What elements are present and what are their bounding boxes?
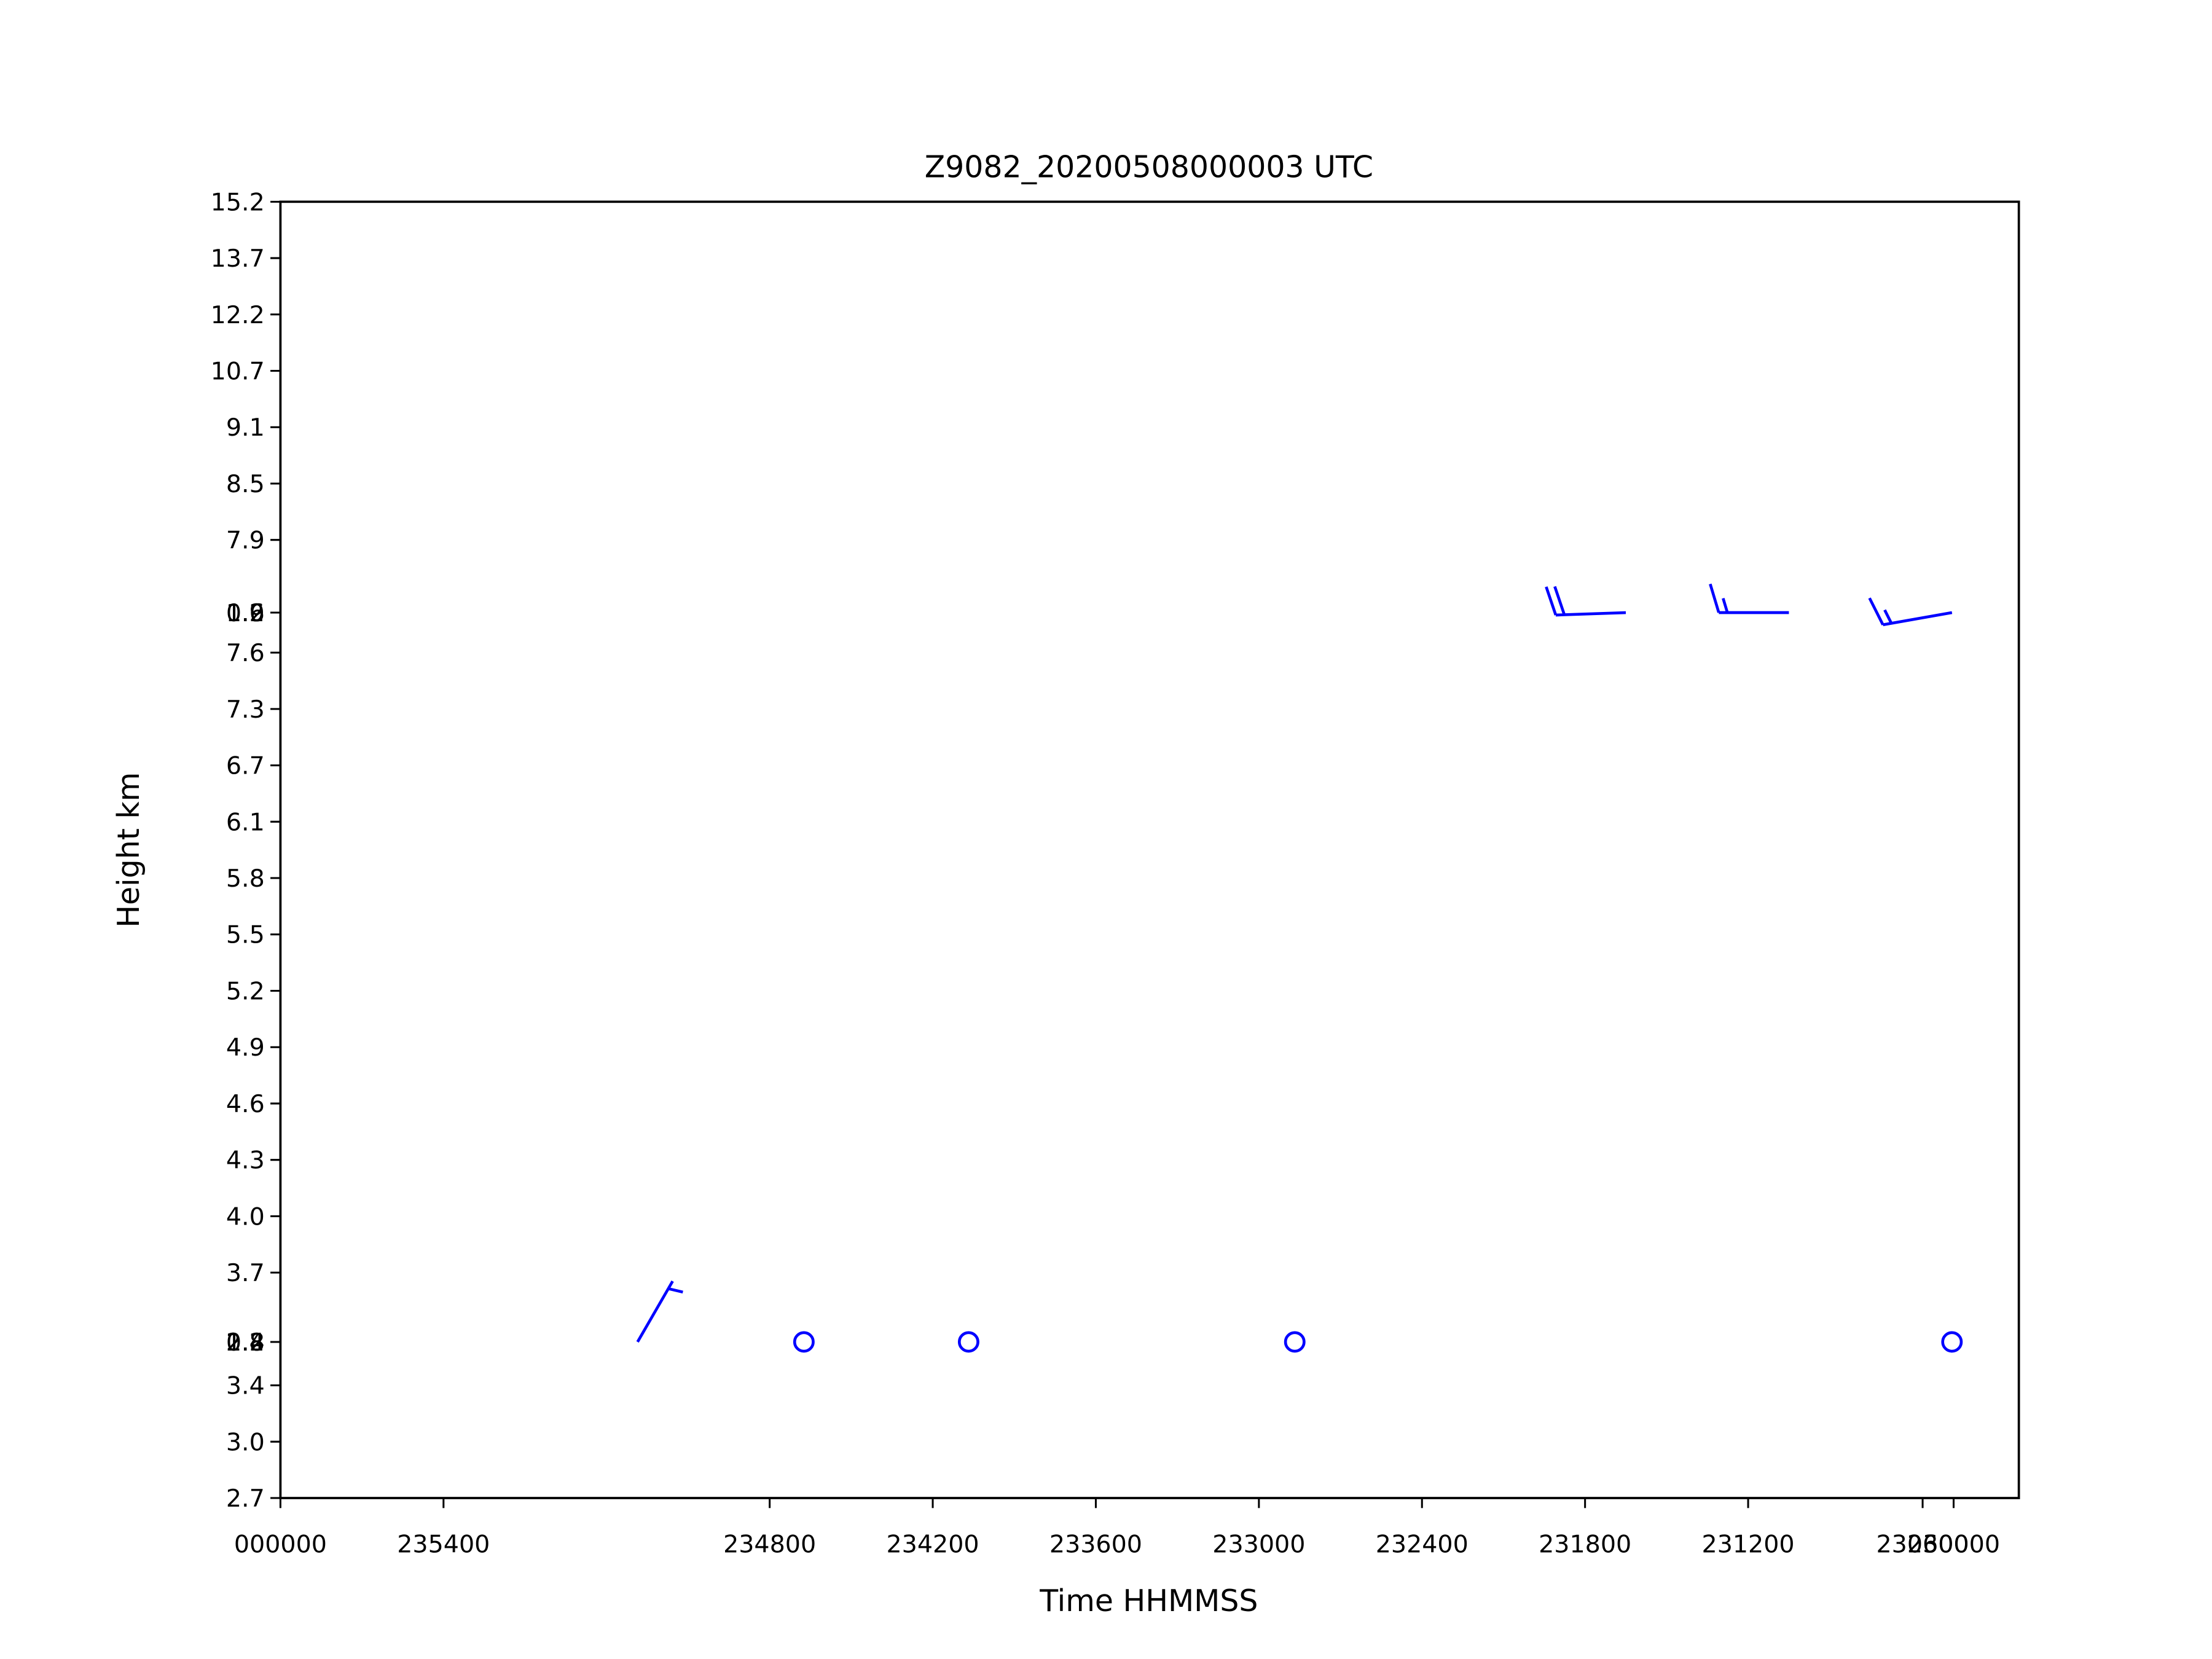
plot-frame: [279, 200, 2020, 1499]
y-tick-label: 13.7: [211, 245, 265, 273]
y-tick-label: 4.0: [226, 1202, 265, 1231]
y-tick-label: 6.7: [226, 752, 265, 780]
y-tick-label: 5.5: [226, 921, 265, 949]
y-tick-label: 3.0: [226, 1428, 265, 1456]
calm-marker: [1284, 1331, 1306, 1353]
y-tick-label: 9.1: [226, 414, 265, 442]
wind-barb: [1868, 597, 1953, 627]
x-tick-label: 235400: [397, 1531, 490, 1559]
y-tick-label: 15.2: [211, 188, 265, 216]
y-tick-label: 0.9: [226, 599, 265, 627]
x-tick-label: 000000: [234, 1531, 327, 1559]
y-tick-label: 4.9: [226, 1033, 265, 1062]
calm-marker: [1941, 1331, 1963, 1353]
y-tick-label: 7.3: [226, 696, 265, 724]
x-tick-label: 230600: [1877, 1531, 1969, 1559]
y-tick-label: 3.7: [226, 1259, 265, 1287]
y-tick-label: 0.8: [226, 1328, 265, 1357]
y-tick-label: 5.2: [226, 977, 265, 1005]
y-tick-label: 1.2: [226, 599, 265, 627]
x-tick-label: 234800: [723, 1531, 816, 1559]
y-tick-label: 8.5: [226, 470, 265, 498]
x-tick-label: 234200: [886, 1531, 979, 1559]
x-tick-label: 230000: [1907, 1531, 2000, 1559]
y-tick-label: 7.6: [226, 639, 265, 667]
y-tick-label: 5.8: [226, 865, 265, 893]
x-tick-label: 231200: [1702, 1531, 1795, 1559]
y-tick-label: 12.2: [211, 301, 265, 329]
y-tick-label: 10.7: [211, 357, 265, 385]
y-axis-label: Height km: [111, 772, 146, 928]
y-tick-label: 6.1: [226, 808, 265, 836]
chart-title: Z9082_20200508000003 UTC: [925, 150, 1373, 185]
y-tick-label: 4.3: [226, 1147, 265, 1175]
x-axis-label: Time HHMMSS: [1039, 1583, 1258, 1618]
wind-barb: [1545, 586, 1626, 617]
x-tick-label: 233000: [1212, 1531, 1305, 1559]
x-tick-label: 232400: [1376, 1531, 1469, 1559]
y-tick-label: 3.4: [226, 1372, 265, 1400]
y-tick-label: 2.8: [226, 1328, 265, 1357]
y-tick-label: 2.2: [226, 1328, 265, 1357]
x-tick-label: 233600: [1049, 1531, 1142, 1559]
x-tick-label: 231800: [1539, 1531, 1631, 1559]
y-tick-label: 2.7: [226, 1484, 265, 1513]
calm-marker: [793, 1331, 815, 1353]
y-tick-label: 7.9: [226, 527, 265, 555]
wind-barb: [1709, 583, 1789, 614]
y-tick-label: 1.6: [226, 599, 265, 627]
y-tick-label: 1.4: [226, 1328, 265, 1357]
calm-marker: [957, 1331, 979, 1353]
y-tick-label: 4.6: [226, 1090, 265, 1118]
wind-barb: [636, 1280, 683, 1343]
